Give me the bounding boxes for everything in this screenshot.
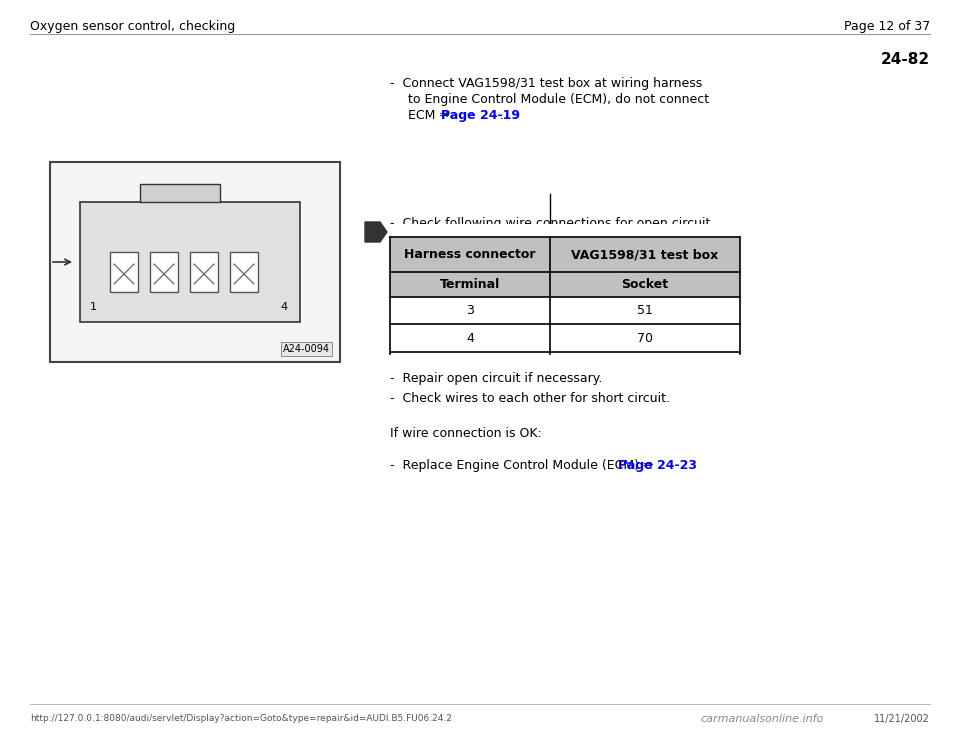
Text: 24-82: 24-82: [881, 52, 930, 67]
Text: 51: 51: [637, 304, 653, 317]
Text: .: .: [496, 109, 504, 122]
Text: Harness connector: Harness connector: [404, 234, 536, 247]
Bar: [140, 184, 220, 202]
Bar: [390, 297, 740, 324]
Text: 3: 3: [466, 304, 474, 317]
Bar: [190, 252, 218, 292]
Text: Oxygen sensor control, checking: Oxygen sensor control, checking: [30, 20, 235, 33]
Text: -  Check wires to each other for short circuit.: - Check wires to each other for short ci…: [390, 392, 670, 405]
Text: http://127.0.0.1:8080/audi/servlet/Display?action=Goto&type=repair&id=AUDI.B5.FU: http://127.0.0.1:8080/audi/servlet/Displ…: [30, 714, 452, 723]
Text: Page 24-19: Page 24-19: [441, 109, 520, 122]
Text: carmanualsonline.info: carmanualsonline.info: [700, 714, 824, 724]
Polygon shape: [365, 222, 387, 242]
Bar: [390, 324, 740, 352]
Bar: [388, 224, 743, 359]
Bar: [390, 229, 740, 264]
Text: 4: 4: [466, 315, 474, 328]
Text: ECM ⇒: ECM ⇒: [408, 109, 454, 122]
Text: Page 12 of 37: Page 12 of 37: [844, 20, 930, 33]
Text: 4: 4: [280, 302, 287, 312]
Text: -  Repair open circuit if necessary.: - Repair open circuit if necessary.: [390, 372, 602, 385]
Bar: [390, 264, 740, 287]
Text: VAG1598/31 test box: VAG1598/31 test box: [571, 248, 719, 261]
Text: 1: 1: [90, 302, 97, 312]
Text: -  Check following wire connections for open circuit.: - Check following wire connections for o…: [390, 217, 714, 230]
Text: VAG1598/31 test box: VAG1598/31 test box: [571, 234, 719, 247]
Bar: [110, 252, 138, 292]
Text: -  Replace Engine Control Module (ECM) ⇒: - Replace Engine Control Module (ECM) ⇒: [390, 459, 658, 472]
Bar: [390, 239, 740, 340]
Text: 70: 70: [637, 315, 653, 328]
Text: A24-0094: A24-0094: [283, 344, 330, 354]
Text: Terminal: Terminal: [440, 262, 500, 275]
Bar: [390, 237, 740, 297]
Text: Harness connector: Harness connector: [404, 248, 536, 261]
Bar: [80, 202, 300, 322]
Text: 70: 70: [637, 332, 653, 344]
Text: Terminal: Terminal: [440, 278, 500, 291]
Text: 3: 3: [466, 287, 474, 300]
Text: 11/21/2002: 11/21/2002: [875, 714, 930, 724]
Text: 4: 4: [466, 332, 474, 344]
Bar: [50, 162, 340, 362]
Text: to Engine Control Module (ECM), do not connect: to Engine Control Module (ECM), do not c…: [408, 93, 709, 106]
Text: Socket: Socket: [621, 262, 668, 275]
Text: Page 24-23: Page 24-23: [617, 459, 697, 472]
Text: 51: 51: [637, 287, 653, 300]
Bar: [230, 252, 258, 292]
Text: -  Connect VAG1598/31 test box at wiring harness: - Connect VAG1598/31 test box at wiring …: [390, 77, 703, 90]
Text: If wire connection is OK:: If wire connection is OK:: [390, 427, 541, 440]
Bar: [150, 252, 178, 292]
Text: Socket: Socket: [621, 278, 668, 291]
